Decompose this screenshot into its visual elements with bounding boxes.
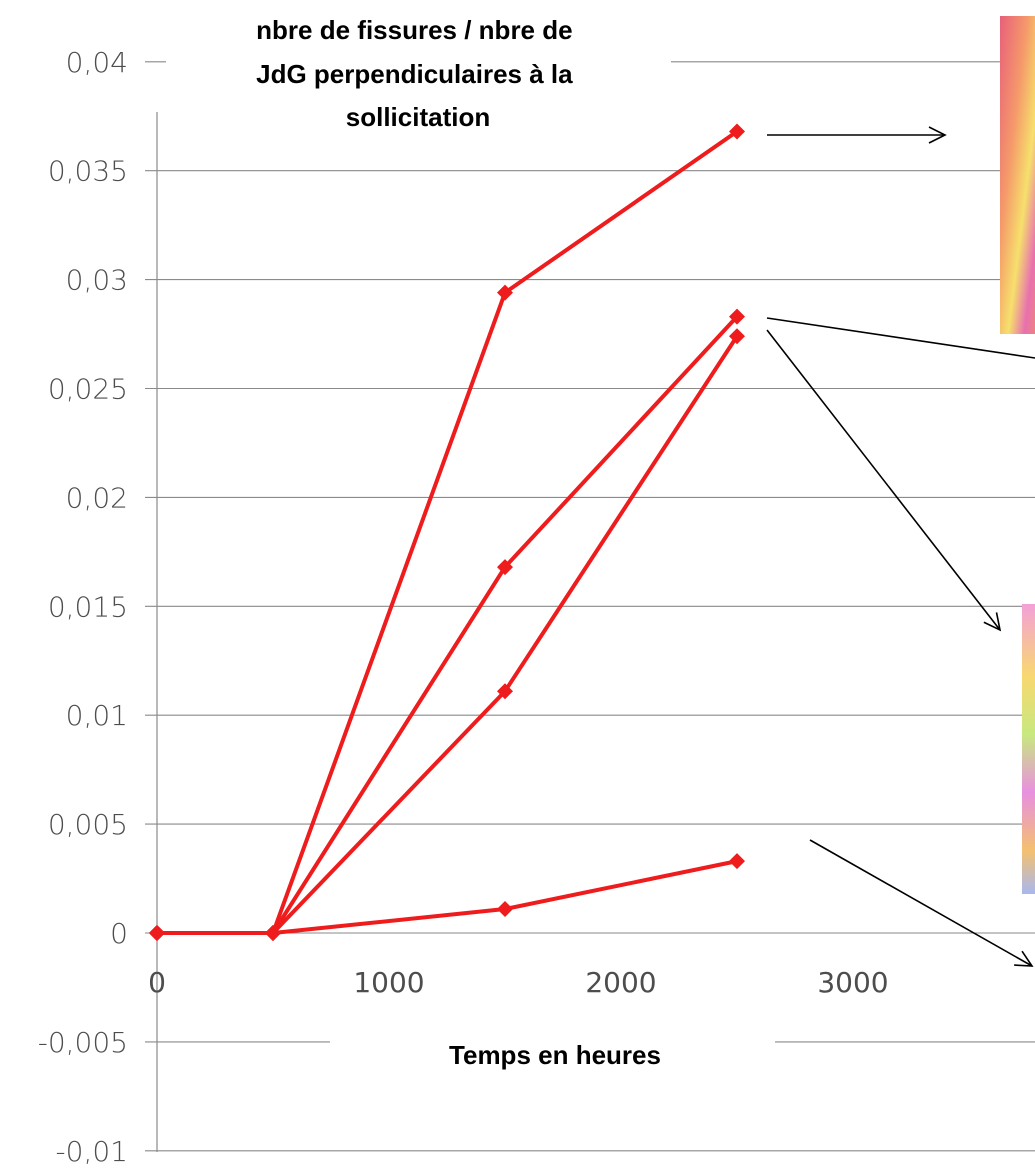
data-point-marker <box>265 925 281 941</box>
y-tick-label: 0,01 <box>66 699 128 732</box>
data-point-marker <box>729 328 745 345</box>
xlabel-background <box>330 1025 775 1085</box>
micrograph-middle <box>1022 604 1035 894</box>
data-point-marker <box>149 925 165 941</box>
gridlines <box>145 61 1035 1152</box>
y-tick-label: -0,005 <box>38 1026 128 1059</box>
y-tick-label: 0,03 <box>66 264 128 297</box>
y-tick-label: 0,035 <box>48 155 128 188</box>
y-tick-label: 0,025 <box>48 373 128 406</box>
x-tick-label: 3000 <box>817 966 888 999</box>
y-tick-label: -0,01 <box>56 1135 128 1168</box>
data-point-marker <box>497 901 513 918</box>
data-point-marker <box>729 123 745 140</box>
y-tick-label: 0,02 <box>66 481 128 514</box>
chart-title: nbre de fissures / nbre de JdG perpendic… <box>256 15 580 132</box>
x-tick-label: 2000 <box>585 966 656 999</box>
arrow-third-down <box>766 329 1002 632</box>
series-line-2 <box>157 315 739 935</box>
micrograph-top <box>1000 16 1035 334</box>
arrow-second-right <box>766 317 1035 359</box>
y-tick-label: 0 <box>110 917 128 950</box>
x-tick-labels: 0 1000 2000 3000 <box>148 966 889 999</box>
chart-title-line-3: sollicitation <box>346 102 490 132</box>
data-point-marker <box>729 308 745 325</box>
data-point-marker <box>497 559 513 576</box>
data-point-marker <box>497 683 513 700</box>
chart-title-line-2: JdG perpendiculaires à la <box>256 59 573 89</box>
y-tick-label: 0,015 <box>48 590 128 623</box>
data-point-marker <box>729 853 745 870</box>
chart-title-line-1: nbre de fissures / nbre de <box>256 15 572 45</box>
series-lines <box>149 123 745 941</box>
series-line-4 <box>157 859 738 935</box>
y-tick-labels: 0,04 0,035 0,03 0,025 0,02 0,015 0,01 0,005 0 -0,… <box>38 46 128 1168</box>
x-axis-label: Temps en heures <box>449 1040 661 1070</box>
data-point-marker <box>497 284 513 301</box>
x-tick-label: 1000 <box>353 966 424 999</box>
y-tick-label: 0,04 <box>66 46 128 79</box>
title-background <box>166 10 671 130</box>
series-line-1 <box>157 129 739 935</box>
arrow-bottom <box>809 839 1034 967</box>
series-line-3 <box>157 335 739 935</box>
x-tick-label: 0 <box>148 966 166 999</box>
y-tick-label: 0,005 <box>48 808 128 841</box>
